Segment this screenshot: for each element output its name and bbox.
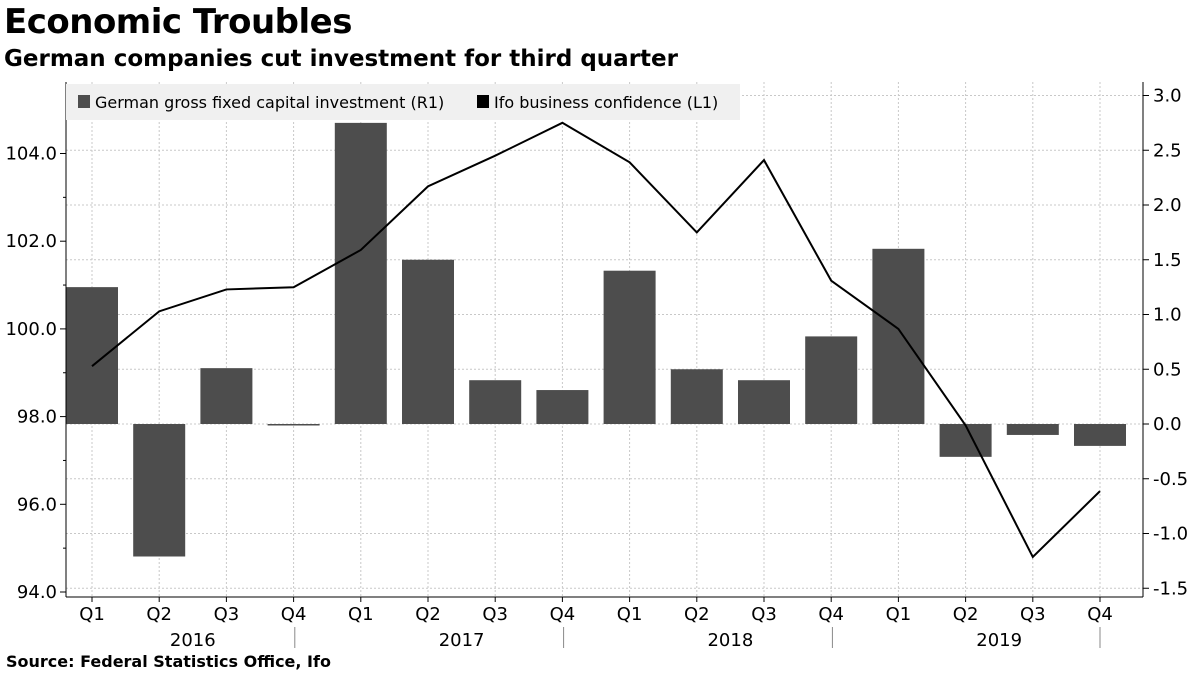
chart-subtitle: German companies cut investment for thir… <box>4 46 678 72</box>
left-tick-label: 98.0 <box>17 407 57 428</box>
x-quarter-label: Q2 <box>415 604 441 625</box>
x-quarter-label: Q1 <box>79 604 105 625</box>
right-tick-label: 2.0 <box>1153 195 1182 216</box>
left-tick-label: 100.0 <box>5 319 57 340</box>
x-year-label: 2019 <box>976 630 1022 651</box>
bar-investment <box>603 270 656 424</box>
x-quarter-label: Q2 <box>684 604 710 625</box>
x-year-label: 2018 <box>707 630 753 651</box>
legend-background <box>66 84 740 120</box>
bar-investment <box>402 259 454 424</box>
x-quarter-label: Q4 <box>550 604 576 625</box>
x-quarter-label: Q3 <box>1020 604 1046 625</box>
bar-investment <box>334 122 387 424</box>
left-tick-label: 102.0 <box>5 231 57 252</box>
axes: 94.0 96.0 98.0 100.0 102.0 104.0 -1.5 -1.0 -0.5 0… <box>5 82 1188 651</box>
x-quarter-label: Q4 <box>818 604 844 625</box>
x-quarter-label: Q1 <box>886 604 912 625</box>
right-tick-label: 0.0 <box>1153 414 1182 435</box>
legend-swatch-line <box>477 95 489 108</box>
legend-swatch-bar <box>78 95 90 108</box>
line-series <box>91 121 1101 559</box>
x-year-label: 2016 <box>170 630 216 651</box>
right-tick-label: -1.5 <box>1153 578 1188 599</box>
x-quarter-label: Q4 <box>1087 604 1113 625</box>
right-tick-label: 1.0 <box>1153 305 1182 326</box>
legend-label-bar: German gross fixed capital investment (R… <box>95 93 444 112</box>
bar-investment <box>536 390 589 424</box>
bar-series <box>66 122 1126 557</box>
bar-investment <box>469 380 522 424</box>
left-tick-label: 104.0 <box>5 144 57 165</box>
legend-label-line: Ifo business confidence (L1) <box>494 93 718 112</box>
right-tick-label: 1.5 <box>1153 250 1182 271</box>
right-tick-label: 3.0 <box>1153 86 1182 107</box>
right-tick-label: -0.5 <box>1153 469 1188 490</box>
bar-investment <box>66 287 118 424</box>
bar-investment <box>738 380 790 424</box>
x-quarter-label: Q2 <box>953 604 979 625</box>
bar-investment <box>267 424 320 426</box>
x-quarter-label: Q2 <box>146 604 172 625</box>
bar-investment <box>200 368 253 424</box>
x-quarter-label: Q3 <box>751 604 777 625</box>
right-tick-label: 0.5 <box>1153 359 1182 380</box>
bar-investment <box>939 424 992 457</box>
legend: German gross fixed capital investment (R… <box>66 84 740 120</box>
x-quarter-label: Q1 <box>617 604 643 625</box>
bar-investment <box>872 248 925 424</box>
x-quarter-label: Q4 <box>281 604 307 625</box>
right-tick-label: -1.0 <box>1153 524 1188 545</box>
source-note: Source: Federal Statistics Office, Ifo <box>6 652 331 671</box>
bar-investment <box>670 369 723 424</box>
x-quarter-label: Q3 <box>482 604 508 625</box>
bar-investment <box>133 424 186 557</box>
left-tick-label: 96.0 <box>17 494 57 515</box>
x-quarter-label: Q1 <box>348 604 374 625</box>
bar-investment <box>1074 424 1126 446</box>
line-ifo-confidence <box>91 121 1101 559</box>
x-quarter-label: Q3 <box>214 604 240 625</box>
chart-title: Economic Troubles <box>4 2 352 42</box>
x-year-label: 2017 <box>439 630 485 651</box>
right-tick-label: 2.5 <box>1153 140 1182 161</box>
left-tick-label: 94.0 <box>17 582 57 603</box>
bar-investment <box>1006 424 1059 435</box>
bar-investment <box>805 336 858 424</box>
